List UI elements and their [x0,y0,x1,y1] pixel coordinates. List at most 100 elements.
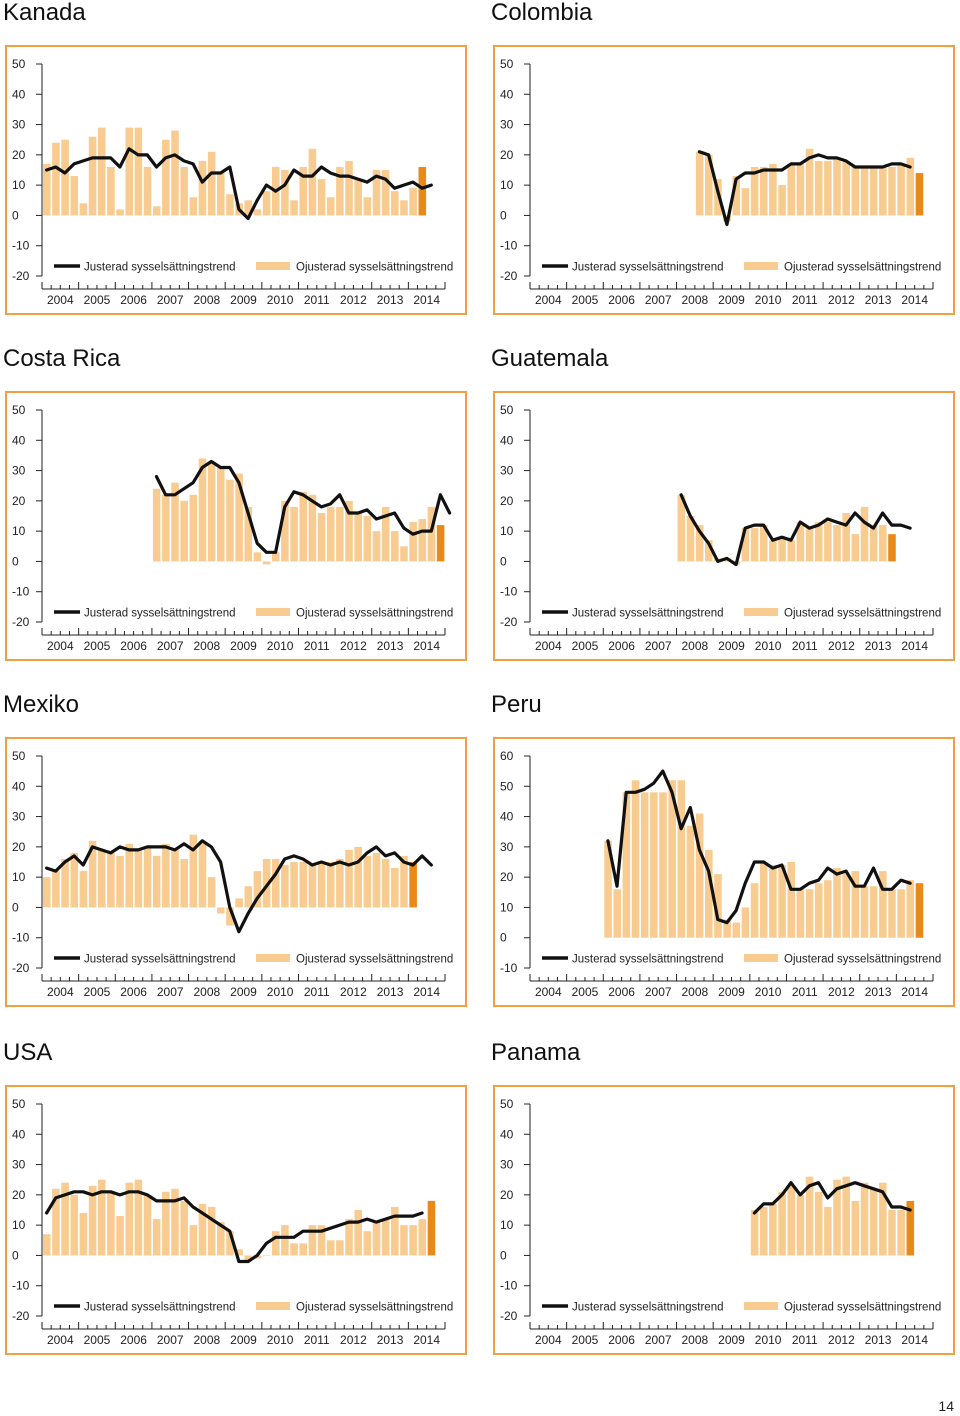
bar [143,1194,152,1256]
y-tick-label: 20 [500,870,514,884]
bar [354,512,362,562]
x-tick-label: 2004 [535,985,562,999]
bar [759,1206,768,1256]
bar [235,1249,243,1256]
bar [152,206,161,216]
bar [778,537,786,562]
bar [226,479,234,562]
bar [217,173,225,216]
bar [814,160,823,216]
bar [180,500,188,562]
bar [915,173,924,216]
x-tick-label: 2008 [194,293,221,307]
bar [299,1243,308,1256]
bar [317,179,326,216]
x-tick-label: 2014 [901,1333,928,1347]
bar [281,1225,289,1256]
bar [750,528,759,562]
bar [180,1200,188,1256]
x-tick-label: 2011 [304,985,330,999]
x-tick-label: 2011 [304,293,330,307]
chart-panel-peru: Peru 60 50 40 30 20 10 0 -10 Justerad sysselsättn… [488,692,958,1026]
bar [198,160,207,216]
legend-bar-label: Ojusterad sysselsättningstrend [296,608,453,620]
bar [271,1231,280,1256]
bar [336,858,344,908]
x-tick-label: 2008 [194,985,221,999]
bar [833,157,841,216]
bar [869,166,878,216]
bar [860,166,869,216]
chart-frame [493,737,955,1007]
bar [317,512,326,562]
x-tick-label: 2014 [901,639,928,653]
y-tick-label: 20 [500,148,514,162]
x-tick-label: 2004 [47,985,74,999]
bar [372,170,381,216]
bar [171,130,179,216]
x-tick-label: 2011 [304,1333,330,1347]
bar [750,1210,759,1256]
bar [668,780,676,938]
x-tick-label: 2004 [47,293,74,307]
y-tick-label: -20 [500,1309,518,1323]
bar [290,506,298,562]
bar [741,907,750,938]
bar [61,1182,69,1256]
bar [787,1185,796,1256]
bar [409,862,417,908]
bar [879,525,887,562]
chart-panel-kanada: Kanada 50 40 30 20 10 0 -10 -20 Justerad sysselsä… [0,0,470,334]
bar [705,154,713,216]
legend-bar-label: Ojusterad sysselsättningstrend [296,262,453,274]
bar [363,1231,372,1256]
bar [695,151,704,216]
x-tick-label: 2009 [230,1333,257,1347]
x-tick-label: 2004 [535,639,562,653]
bar [787,862,796,938]
bar [354,846,362,908]
bar [869,886,878,938]
bar [79,871,88,908]
bar [805,528,814,562]
x-tick-label: 2007 [645,293,672,307]
bar [409,522,417,562]
bar [281,865,289,908]
bar [879,1182,887,1256]
x-tick-label: 2006 [608,1333,635,1347]
bar [134,1179,143,1256]
bar [391,868,399,908]
legend-line-label: Justerad sysselsättningstrend [572,1302,724,1314]
legend-bar-swatch [256,608,290,616]
bar [345,160,353,216]
y-tick-label: 10 [500,178,514,192]
bar [116,209,124,216]
bar [436,525,445,562]
x-tick-label: 2005 [572,639,599,653]
bar [107,852,115,908]
bar [244,506,253,562]
bar [107,166,115,216]
bar [888,534,896,562]
chart-panel-usa: USA 50 40 30 20 10 0 -10 -20 Justerad sysselsättn… [0,1040,470,1374]
legend-bar-label: Ojusterad sysselsättningstrend [784,608,941,620]
bar [888,166,896,216]
bar [125,843,133,908]
y-tick-label: 20 [12,494,26,508]
trend-line [679,493,912,567]
y-tick-label: 50 [500,403,514,417]
bar [833,1179,841,1256]
bar [759,525,768,562]
y-tick-label: 40 [500,810,514,824]
bar [125,127,133,216]
bar [88,136,97,216]
bar [299,491,308,562]
x-tick-label: 2005 [84,985,111,999]
bar [308,865,317,908]
chart-frame [5,45,467,315]
bar [824,522,832,562]
bar [723,919,731,938]
bar [659,792,667,938]
